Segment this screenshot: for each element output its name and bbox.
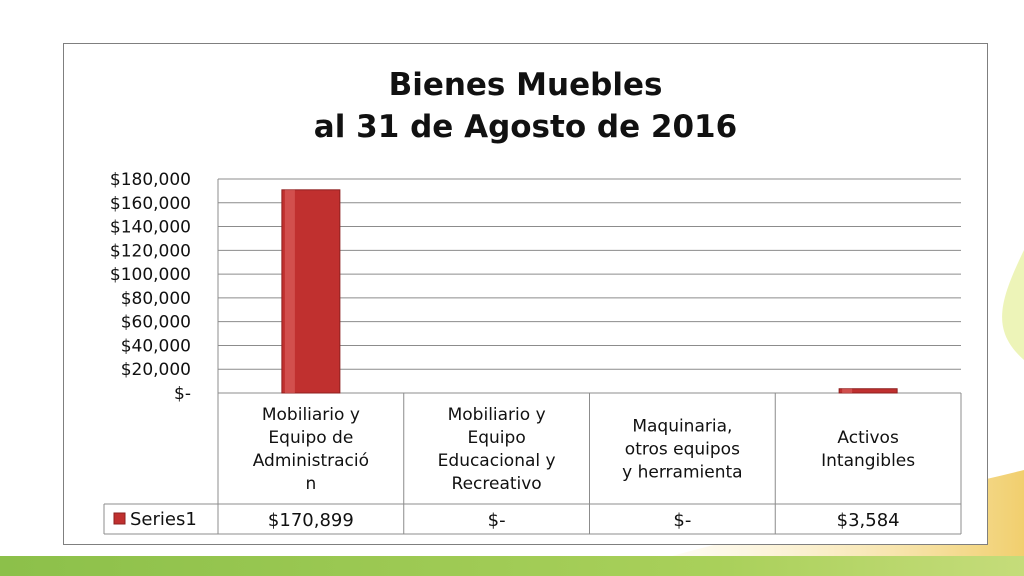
- bar-highlight: [284, 189, 295, 393]
- y-tick-label: $140,000: [110, 218, 191, 238]
- bar-chart: $- $20,000 $40,000 $60,000 $80,000 $100,000 $1…: [103, 170, 962, 535]
- data-table-value: $3,584: [837, 510, 900, 531]
- y-tick-label: $-: [174, 384, 191, 404]
- category-label: y herramienta: [622, 463, 742, 483]
- data-table-value: $170,899: [268, 510, 354, 531]
- legend-label: Series1: [130, 509, 197, 530]
- category-label: Activos: [837, 428, 899, 448]
- category-label: Equipo de: [268, 428, 353, 448]
- category-label: Maquinaria,: [632, 417, 732, 437]
- category-label: Equipo: [468, 428, 526, 448]
- y-tick-label: $20,000: [121, 360, 191, 380]
- data-table-value: $-: [673, 510, 691, 531]
- data-table-value: $-: [488, 510, 506, 531]
- bar: [838, 388, 898, 394]
- chart-subtitle: al 31 de Agosto de 2016: [313, 109, 738, 145]
- category-label: Mobiliario y: [262, 405, 360, 425]
- y-tick-label: $40,000: [121, 336, 191, 356]
- category-label: Mobiliario y: [448, 405, 546, 425]
- y-tick-label: $100,000: [110, 265, 191, 285]
- chart-title-line1: Bienes Muebles: [388, 67, 663, 103]
- y-tick-label: $120,000: [110, 241, 191, 261]
- category-label: Administració: [253, 451, 369, 471]
- category-label: otros equipos: [625, 440, 740, 460]
- category-label: Intangibles: [821, 451, 915, 471]
- category-label: Recreativo: [452, 474, 542, 494]
- category-label: Educacional y: [438, 451, 556, 471]
- y-tick-label: $80,000: [121, 289, 191, 309]
- y-tick-label: $180,000: [110, 170, 191, 190]
- bar-highlight: [842, 388, 853, 393]
- chart-title: Bienes Muebles al 31 de Agosto de 2016: [64, 64, 987, 148]
- chart-frame: Bienes Muebles al 31 de Agosto de 2016 $…: [63, 43, 988, 545]
- y-tick-label: $60,000: [121, 313, 191, 333]
- category-label: n: [305, 474, 316, 494]
- y-tick-label: $160,000: [110, 194, 191, 214]
- legend-swatch: [113, 512, 126, 525]
